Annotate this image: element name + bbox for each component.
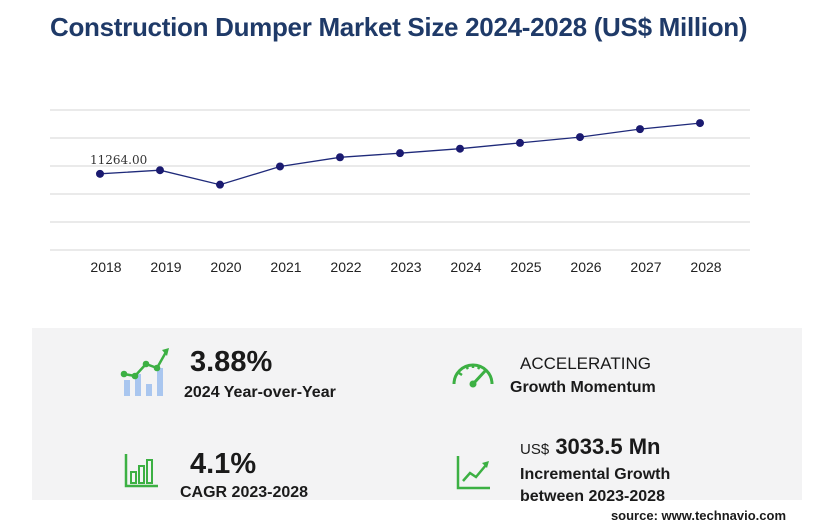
data-point-2028 xyxy=(696,119,704,128)
x-axis-tick-labels: 2018 2019 2020 2021 2022 2023 2024 2025 2026 2027… xyxy=(90,259,721,275)
speedometer-icon xyxy=(452,363,494,388)
x-tick-2023: 2023 xyxy=(390,259,421,275)
data-point-2020 xyxy=(216,180,224,189)
incremental-amount: 3033.5 Mn xyxy=(555,434,661,459)
incremental-label-line1: Incremental Growth xyxy=(520,466,671,483)
line-chart: 11264.00 2018 2019 2020 2021 2022 2023 2024 202… xyxy=(50,109,750,275)
grid-lines xyxy=(50,109,750,251)
x-tick-2024: 2024 xyxy=(450,259,481,275)
x-tick-2021: 2021 xyxy=(270,259,301,275)
x-tick-2019: 2019 xyxy=(150,259,181,275)
x-tick-2025: 2025 xyxy=(510,259,541,275)
data-point-2025 xyxy=(516,138,524,147)
bar-growth-icon xyxy=(120,348,169,396)
incremental-currency: US$ xyxy=(520,441,550,458)
incremental-value: US$ 3033.5 Mn xyxy=(520,434,660,460)
trend-line-icon xyxy=(456,456,490,490)
data-point-2021 xyxy=(276,162,284,171)
data-point-2022 xyxy=(336,153,344,162)
chart-title: Construction Dumper Market Size 2024-202… xyxy=(50,12,748,42)
incremental-label-line2: between 2023-2028 xyxy=(520,488,665,505)
x-tick-2028: 2028 xyxy=(690,259,721,275)
x-tick-2026: 2026 xyxy=(570,259,601,275)
data-point-2027 xyxy=(636,125,644,134)
x-tick-2020: 2020 xyxy=(210,259,241,275)
data-point-2024 xyxy=(456,144,464,153)
data-point-2018 xyxy=(96,169,104,178)
source-credit: source: www.technavio.com xyxy=(610,508,786,523)
data-label-2018: 11264.00 xyxy=(90,153,147,167)
kpi-panel: 3.88% 2024 Year-over-Year ACCELERATING G… xyxy=(32,328,802,505)
data-points xyxy=(96,119,704,189)
x-tick-2018: 2018 xyxy=(90,259,121,275)
data-labels: 11264.00 xyxy=(90,153,147,167)
x-tick-2027: 2027 xyxy=(630,259,661,275)
cagr-label: CAGR 2023-2028 xyxy=(180,484,309,501)
yoy-label: 2024 Year-over-Year xyxy=(184,384,336,401)
data-point-2026 xyxy=(576,133,584,142)
momentum-label: Growth Momentum xyxy=(510,379,656,396)
bar-chart-icon xyxy=(124,454,158,488)
data-point-2019 xyxy=(156,166,164,175)
yoy-value: 3.88% xyxy=(190,346,273,378)
data-point-2023 xyxy=(396,149,404,158)
cagr-value: 4.1% xyxy=(190,448,257,480)
momentum-value: ACCELERATING xyxy=(520,354,651,373)
x-tick-2022: 2022 xyxy=(330,259,361,275)
